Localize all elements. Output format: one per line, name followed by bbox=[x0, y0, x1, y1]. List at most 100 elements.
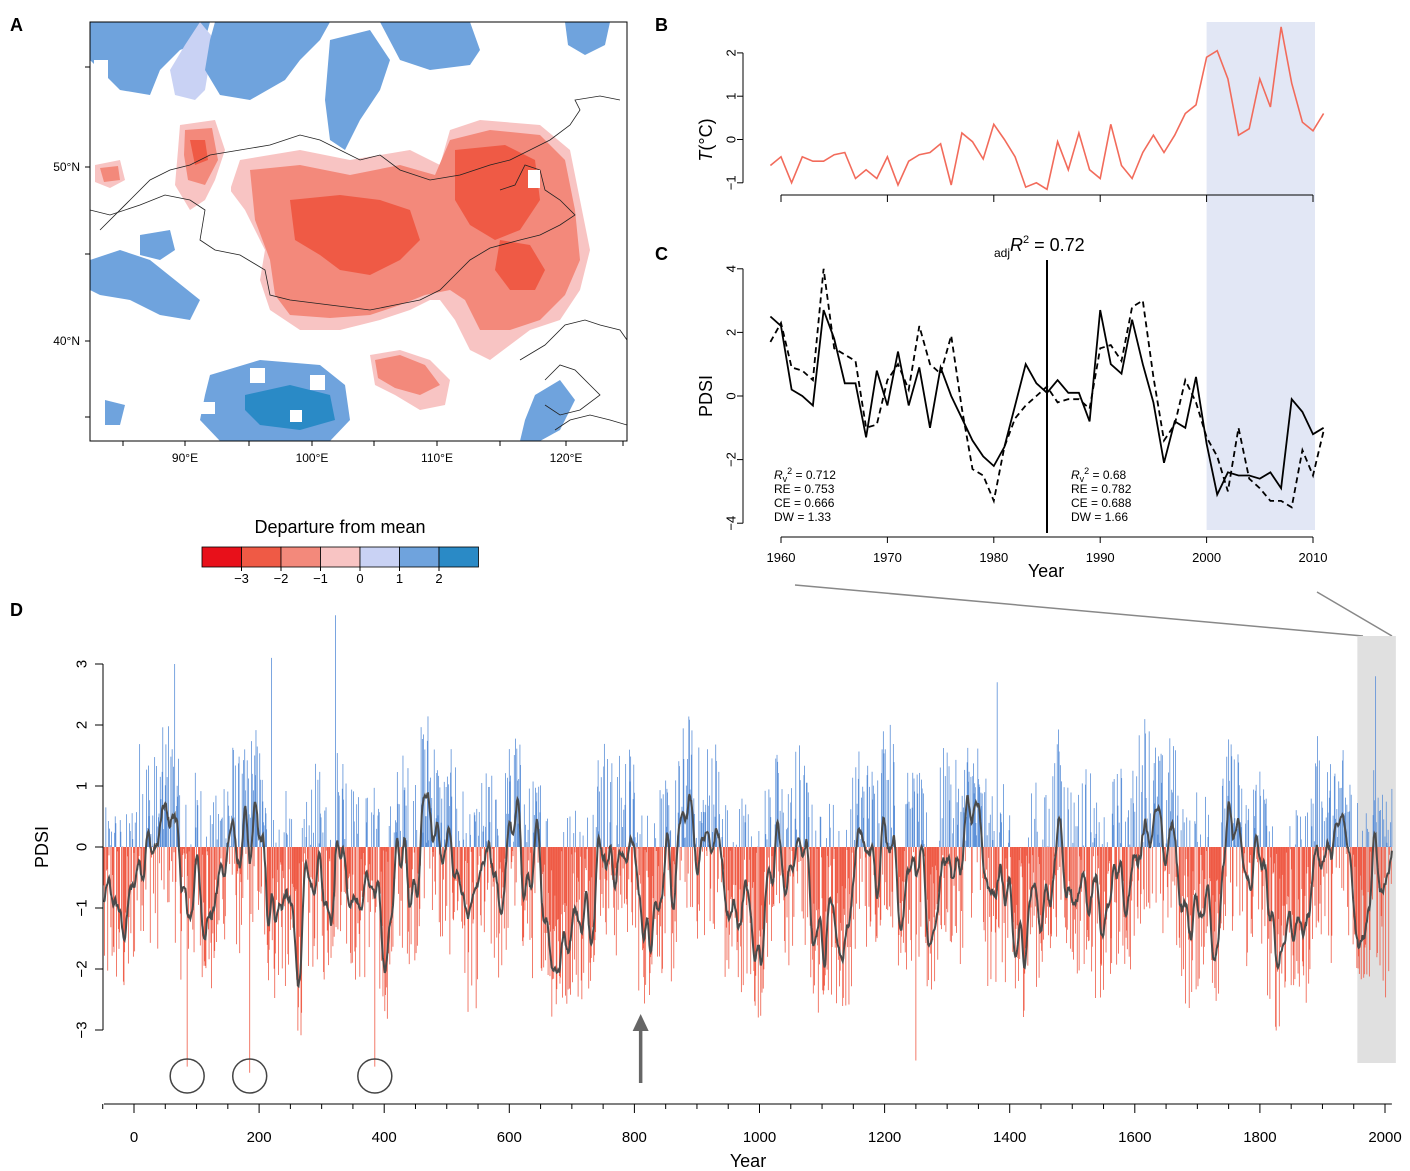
dark-red-field-east-small bbox=[495, 240, 545, 290]
country-border bbox=[554, 414, 627, 431]
y-tick-label: 0 bbox=[73, 843, 90, 851]
legend-title: Departure from mean bbox=[254, 517, 425, 537]
arrow-head bbox=[632, 1014, 649, 1031]
x-tick-label: 2010 bbox=[1299, 550, 1328, 565]
zoom-connector-right bbox=[1316, 591, 1393, 637]
lat-tick-label: 50°N bbox=[53, 160, 80, 174]
y-tick-label: 4 bbox=[724, 265, 739, 272]
legend-tick-label: −2 bbox=[274, 571, 289, 586]
stats-verification-re: RE = 0.782 bbox=[1071, 482, 1132, 496]
x-tick-label: 1990 bbox=[1086, 550, 1115, 565]
country-border bbox=[544, 364, 601, 416]
blue-field-ne bbox=[380, 22, 480, 70]
red-field-south bbox=[375, 355, 440, 395]
legend-swatch bbox=[201, 546, 242, 568]
panel-b-label: B bbox=[655, 15, 668, 35]
x-tick-label: 1400 bbox=[993, 1129, 1026, 1146]
y-axis-label: T(°C) bbox=[696, 118, 716, 161]
missing-data-cell bbox=[250, 368, 265, 383]
y-tick-label: 2 bbox=[724, 49, 739, 56]
y-tick-label: 1 bbox=[73, 782, 90, 790]
stats-calibration-dw: DW = 1.33 bbox=[774, 510, 831, 524]
stats-calibration-re: RE = 0.753 bbox=[774, 482, 835, 496]
y-tick-label: 1 bbox=[724, 93, 739, 100]
y-tick-label: −1 bbox=[724, 175, 739, 190]
lon-tick-label: 90°E bbox=[172, 451, 198, 465]
dark-blue-field-south bbox=[245, 385, 335, 430]
drought-circle-marker bbox=[231, 1058, 268, 1094]
lon-tick-label: 120°E bbox=[550, 451, 583, 465]
dark-red-field-w bbox=[190, 140, 208, 165]
missing-data-cell bbox=[200, 402, 215, 414]
y-tick-label: −2 bbox=[73, 960, 90, 977]
blue-field-sw bbox=[105, 400, 125, 425]
x-tick-label: 400 bbox=[372, 1129, 397, 1146]
y-tick-label: −4 bbox=[724, 516, 739, 531]
lat-tick-label: 40°N bbox=[53, 334, 80, 348]
panel-c-label: C bbox=[655, 244, 668, 264]
legend-swatch bbox=[241, 546, 282, 568]
missing-data-cell bbox=[290, 410, 302, 422]
red-field-far-west bbox=[100, 166, 120, 182]
x-tick-label: 2000 bbox=[1192, 550, 1221, 565]
x-axis-label: Year bbox=[730, 1151, 766, 1171]
lon-tick-label: 110°E bbox=[421, 451, 453, 465]
smoothed-pdsi-line bbox=[103, 791, 1393, 989]
x-tick-label: 1960 bbox=[767, 550, 796, 565]
legend-swatch bbox=[280, 546, 321, 568]
y-tick-label: 3 bbox=[73, 660, 90, 668]
blue-field-north bbox=[205, 22, 330, 100]
y-tick-label: 2 bbox=[724, 329, 739, 336]
stats-calibration-ce: CE = 0.666 bbox=[774, 496, 835, 510]
stats-verification-dw: DW = 1.66 bbox=[1071, 510, 1128, 524]
x-tick-label: 200 bbox=[247, 1129, 272, 1146]
legend-swatch bbox=[438, 546, 479, 568]
y-tick-label: −2 bbox=[724, 452, 739, 467]
blue-field-west bbox=[90, 250, 200, 320]
y-axis-label: PDSI bbox=[696, 375, 716, 417]
legend-tick-label: −1 bbox=[313, 571, 328, 586]
blue-field-west-small bbox=[140, 230, 175, 260]
panel-d-label: D bbox=[10, 600, 23, 620]
missing-data-cell bbox=[528, 170, 540, 188]
missing-data-cell bbox=[215, 185, 231, 207]
y-tick-label: 2 bbox=[73, 721, 90, 729]
y-tick-label: −1 bbox=[73, 899, 90, 916]
country-border bbox=[519, 319, 627, 361]
drought-circle-marker bbox=[357, 1058, 393, 1094]
x-tick-label: 1000 bbox=[743, 1129, 776, 1146]
stats-verification-ce: CE = 0.688 bbox=[1071, 496, 1132, 510]
dark-red-field-east bbox=[455, 145, 540, 240]
x-tick-label: 1980 bbox=[979, 550, 1008, 565]
x-tick-label: 600 bbox=[497, 1129, 522, 1146]
panel-a-label: A bbox=[10, 15, 23, 35]
stats-calibration-rv2: Rv2 = 0.712 bbox=[774, 466, 836, 484]
pdsi-calibration-chart: 4 2 0 −2 −4 PDSI 1960 1970 1980 1990 2000 2010 Year a… bbox=[696, 234, 1393, 637]
anomaly-map: 50°N 40°N 90°E 100°E 110°E 120°E bbox=[53, 21, 628, 465]
blue-field-far-ne bbox=[565, 22, 610, 55]
x-tick-label: 1600 bbox=[1118, 1129, 1151, 1146]
temperature-chart: 2 1 0 −1 T(°C) bbox=[696, 22, 1325, 530]
country-border bbox=[99, 95, 621, 231]
x-tick-label: 0 bbox=[130, 1129, 138, 1146]
legend-swatch bbox=[320, 546, 361, 568]
x-tick-label: 1800 bbox=[1243, 1129, 1276, 1146]
missing-data-cell bbox=[94, 60, 108, 78]
map-legend: Departure from mean −3 −2 −1 0 1 2 bbox=[201, 517, 479, 586]
missing-data-cell bbox=[310, 375, 325, 390]
stats-verification-rv2: Rv2 = 0.68 bbox=[1071, 466, 1127, 484]
x-tick-label: 1200 bbox=[868, 1129, 901, 1146]
zoom-connector-left bbox=[794, 584, 1364, 637]
dark-red-field-central bbox=[290, 195, 420, 275]
x-tick-label: 800 bbox=[622, 1129, 647, 1146]
pdsi-bars bbox=[103, 615, 1393, 1073]
legend-tick-label: 2 bbox=[435, 571, 442, 586]
y-axis-label: PDSI bbox=[32, 826, 52, 868]
blue-field-nw bbox=[90, 22, 210, 95]
map-frame bbox=[89, 21, 628, 442]
adjusted-r2-annotation: adjR2 = 0.72 bbox=[994, 234, 1085, 260]
pdsi-instrumental-line bbox=[769, 268, 1325, 509]
lon-tick-label: 100°E bbox=[296, 451, 329, 465]
x-tick-label: 2000 bbox=[1368, 1129, 1401, 1146]
